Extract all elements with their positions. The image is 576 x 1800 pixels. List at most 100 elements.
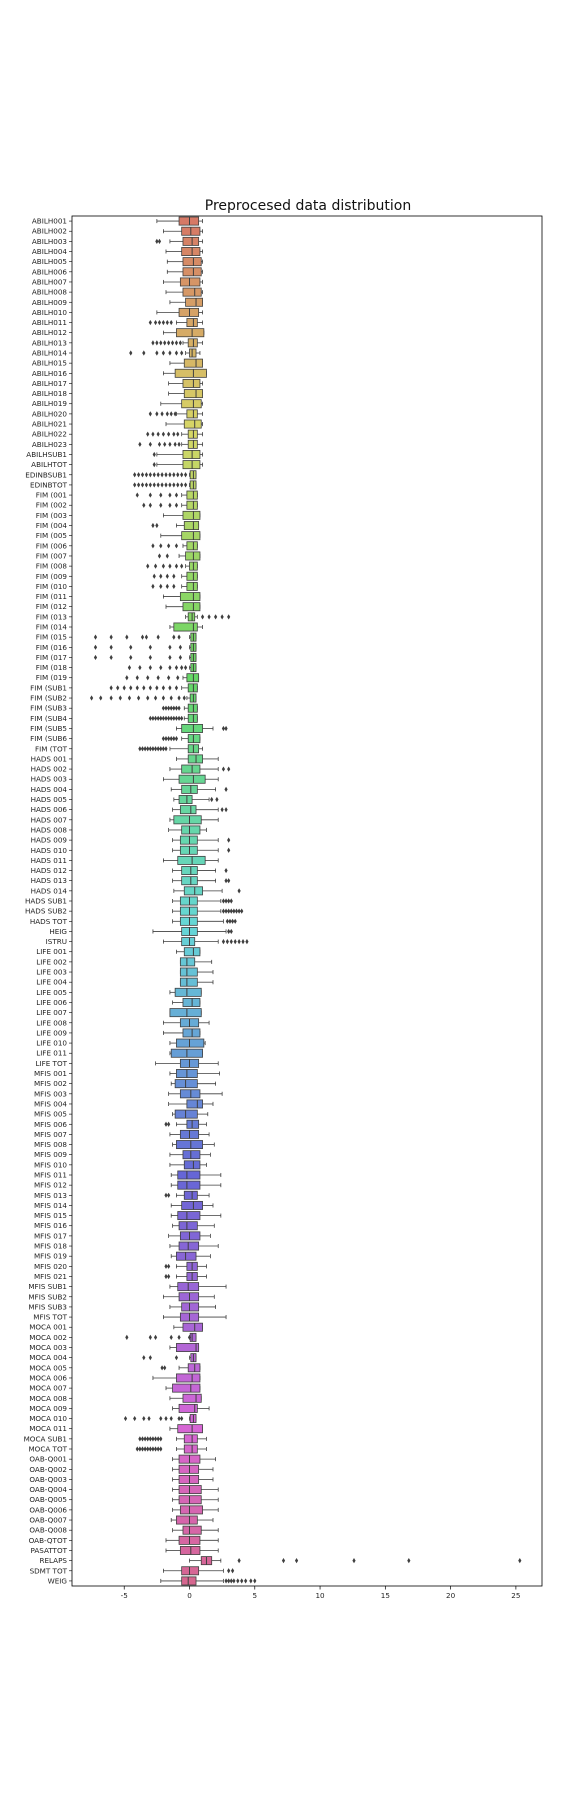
outlier-point xyxy=(159,340,163,346)
outlier-point xyxy=(174,340,179,346)
outlier-point xyxy=(146,1446,150,1452)
y-tick-label: FIM (013 xyxy=(36,612,67,621)
outlier-point xyxy=(161,431,165,437)
outlier-point xyxy=(224,1578,228,1584)
box-51 xyxy=(176,724,228,733)
y-tick-label: MOCA SUB1 xyxy=(24,1434,67,1443)
box-iqr xyxy=(181,876,198,886)
box-60 xyxy=(169,815,219,825)
box-33 xyxy=(151,541,198,551)
box-116 xyxy=(165,1383,201,1393)
box-iqr xyxy=(178,1474,200,1484)
y-tick-label: FIM (001 xyxy=(36,491,67,500)
outlier-point xyxy=(148,715,152,721)
y-tick-label: EDINBTOT xyxy=(30,480,68,489)
box-iqr xyxy=(179,916,198,926)
outlier-point xyxy=(155,411,159,417)
outlier-point xyxy=(161,746,165,752)
outlier-point xyxy=(227,766,231,772)
box-1 xyxy=(156,216,203,226)
outlier-point xyxy=(146,1436,150,1442)
y-tick-label: ABILH023 xyxy=(32,440,67,449)
outlier-point xyxy=(236,1578,240,1584)
outlier-point xyxy=(157,238,162,244)
outlier-point xyxy=(180,664,184,671)
outlier-point xyxy=(153,319,158,326)
outlier-point xyxy=(174,543,179,549)
y-tick-label: FIM (SUB6 xyxy=(30,734,67,743)
outlier-point xyxy=(165,411,169,417)
outlier-point xyxy=(161,350,165,356)
y-tick-label: FIM (017 xyxy=(36,653,67,662)
box-iqr xyxy=(174,1109,198,1119)
outlier-point xyxy=(157,441,162,447)
box-130 xyxy=(172,1525,219,1535)
outlier-point xyxy=(125,634,129,640)
box-131 xyxy=(165,1535,219,1545)
box-98 xyxy=(170,1200,214,1210)
box-7 xyxy=(162,277,203,287)
outlier-point xyxy=(160,482,164,488)
outlier-point xyxy=(183,472,188,478)
box-iqr xyxy=(181,724,203,733)
outlier-point xyxy=(165,583,169,590)
outlier-point xyxy=(224,867,228,874)
box-iqr xyxy=(179,1505,203,1515)
box-134 xyxy=(162,1566,235,1576)
outlier-point xyxy=(148,685,152,691)
box-126 xyxy=(172,1485,219,1495)
outlier-point xyxy=(180,563,184,569)
box-iqr xyxy=(179,896,198,906)
y-tick-label: LIFE TOT xyxy=(35,1059,67,1068)
box-iqr xyxy=(178,1403,198,1413)
box-112 xyxy=(169,1343,200,1352)
outlier-point xyxy=(214,614,218,620)
box-iqr xyxy=(169,1008,202,1018)
y-tick-label: LIFE 002 xyxy=(36,957,67,966)
outlier-point xyxy=(221,938,226,945)
outlier-point xyxy=(164,482,168,488)
box-104 xyxy=(164,1261,207,1271)
outlier-point xyxy=(177,1415,181,1422)
outlier-point xyxy=(159,543,163,549)
y-tick-label: ABILH021 xyxy=(32,420,67,429)
y-tick-label: ABILH014 xyxy=(32,349,68,358)
box-133 xyxy=(189,1556,522,1566)
box-iqr xyxy=(185,551,201,561)
outlier-point xyxy=(146,563,150,569)
outlier-point xyxy=(142,1355,146,1361)
y-tick-label: MFIS 012 xyxy=(34,1181,67,1190)
box-iqr xyxy=(178,1495,202,1505)
outlier-point xyxy=(176,431,180,437)
box-110 xyxy=(173,1322,203,1332)
box-23 xyxy=(138,439,203,449)
outlier-point xyxy=(169,1415,173,1422)
box-8 xyxy=(165,287,203,297)
outlier-point xyxy=(177,1334,181,1340)
outlier-point xyxy=(180,482,184,488)
outlier-point xyxy=(180,350,184,356)
outlier-point xyxy=(135,492,139,498)
outlier-point xyxy=(93,644,98,650)
box-iqr xyxy=(182,257,202,267)
outlier-point xyxy=(133,1415,137,1422)
outlier-point xyxy=(118,695,122,701)
outlier-point xyxy=(174,736,179,742)
y-tick-label: FIM (016 xyxy=(36,643,68,652)
outlier-point xyxy=(157,553,162,559)
outlier-point xyxy=(220,614,224,620)
y-tick-label: ISTRU xyxy=(46,937,67,946)
plot-area: ABILH001ABILH002ABILH003ABILH004ABILH005… xyxy=(24,216,522,1585)
outlier-point xyxy=(237,938,241,945)
y-tick-label: SDMT TOT xyxy=(30,1566,68,1575)
outlier-point xyxy=(167,675,171,681)
box-iqr xyxy=(183,947,201,957)
outlier-point xyxy=(281,1558,286,1564)
box-iqr xyxy=(182,510,201,520)
outlier-point xyxy=(129,685,133,691)
outlier-point xyxy=(230,918,235,924)
box-iqr xyxy=(177,1170,201,1180)
outlier-point xyxy=(169,695,173,701)
box-88 xyxy=(168,1099,214,1109)
outlier-point xyxy=(159,1436,163,1442)
